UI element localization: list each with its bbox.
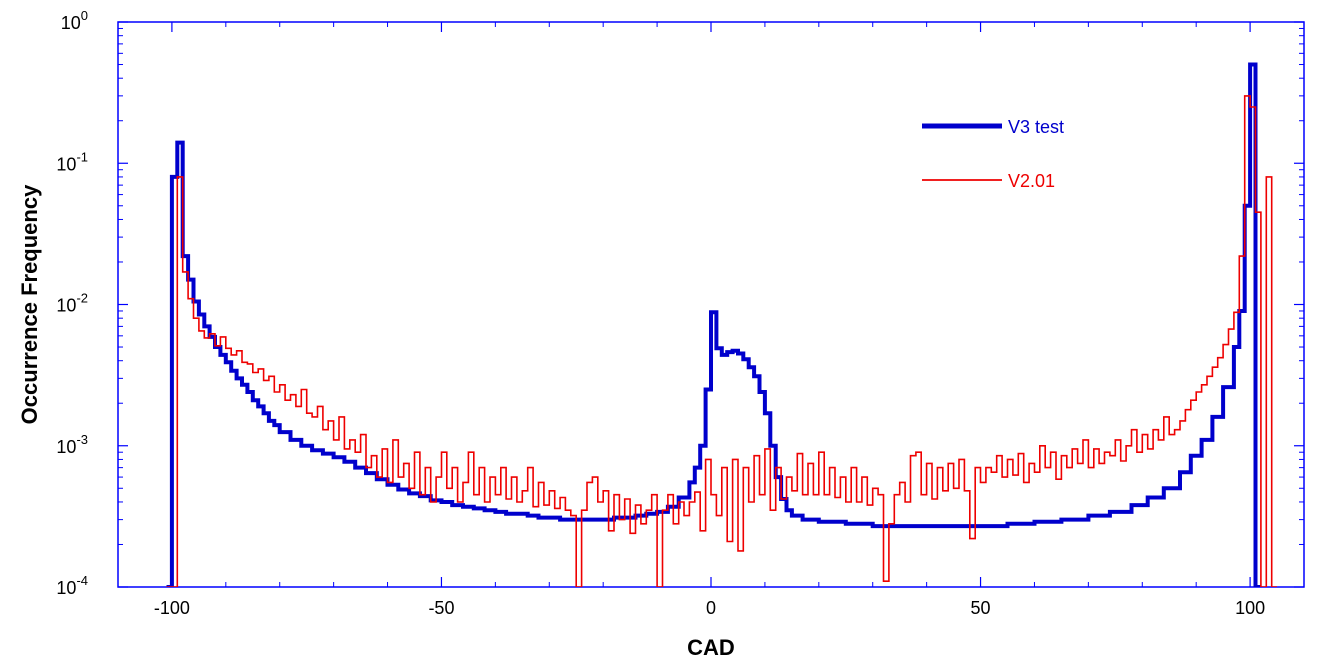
y-tick-label: 10-3 (56, 432, 88, 457)
legend-label: V2.01 (1008, 171, 1055, 191)
series-line-v3-test (166, 62, 1261, 587)
y-axis-title: Occurrence Frequency (17, 184, 42, 424)
x-tick-label: -100 (154, 598, 190, 618)
y-tick-label: 100 (61, 8, 88, 33)
plot-frame (117, 21, 1305, 588)
legend-label: V3 test (1008, 117, 1064, 137)
x-tick-label: 0 (706, 598, 716, 618)
y-tick-label: 10-1 (56, 149, 88, 174)
y-axis-ticks: 10-4 10-3 10-2 10-1 100 (56, 8, 1304, 598)
y-tick-label: 10-2 (56, 291, 88, 316)
x-tick-label: 50 (971, 598, 991, 618)
x-axis-title: CAD (687, 635, 735, 660)
legend: V3 test V2.01 (922, 117, 1064, 191)
x-axis-ticks: -100 -50 0 50 100 (117, 22, 1305, 618)
x-tick-label: -50 (428, 598, 454, 618)
x-tick-label: 100 (1235, 598, 1265, 618)
series-line-v2-01 (166, 95, 1277, 587)
series-layer (166, 62, 1277, 587)
y-tick-label: 10-4 (56, 573, 88, 598)
